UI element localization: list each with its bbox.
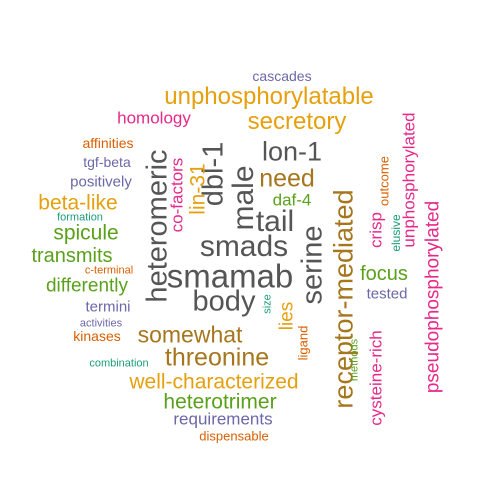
word-male: male — [227, 165, 260, 231]
word-heterotrimer: heterotrimer — [163, 390, 277, 414]
word-homology: homology — [117, 108, 191, 128]
word-transmits: transmits — [31, 245, 113, 267]
word-requirements: requirements — [173, 409, 273, 429]
word-co-factors: co-factors — [167, 157, 187, 233]
word-body: body — [192, 285, 256, 318]
word-kinases: kinases — [73, 328, 121, 344]
word-spicule: spicule — [53, 221, 119, 245]
word-lon-1: lon-1 — [261, 136, 323, 167]
word-secretory: secretory — [247, 108, 347, 135]
word-unphosphorylatable: unphosphorylatable — [164, 83, 374, 110]
word-c-terminal: c-terminal — [84, 264, 134, 277]
word-need: need — [259, 164, 315, 193]
word-formation: formation — [57, 211, 103, 224]
word-threonine: threonine — [164, 343, 270, 372]
word-smads: smads — [199, 230, 289, 263]
word-differently: differently — [45, 275, 129, 297]
word-well-characterized: well-characterized — [129, 370, 299, 394]
word-beta-like: beta-like — [38, 191, 118, 215]
word-tail: tail — [255, 205, 295, 238]
word-serine: serine — [296, 225, 329, 305]
word-cysteine-rich: cysteine-rich — [366, 330, 386, 426]
word-lies: lies — [276, 301, 298, 331]
word-affinities: affinities — [82, 135, 134, 151]
word-unphosphorylated: unphosphorylated — [399, 112, 419, 248]
word-outcome: outcome — [376, 156, 392, 206]
word-focus: focus — [360, 263, 408, 285]
word-positively: positively — [70, 173, 132, 191]
word-daf-4: daf-4 — [272, 190, 312, 210]
word-ligand: ligand — [295, 325, 311, 361]
word-methods: methods — [348, 338, 361, 382]
word-crisp: crisp — [366, 212, 386, 248]
word-smamab: smamab — [166, 257, 294, 295]
word-dispensable: dispensable — [199, 428, 269, 444]
word-elusive: elusive — [389, 214, 403, 252]
word-size: size — [261, 294, 274, 314]
word-tgf-beta: tgf-beta — [83, 154, 131, 170]
word-lin-31: lin-31 — [186, 163, 210, 215]
word-somewhat: somewhat — [137, 321, 243, 348]
word-cascades: cascades — [252, 68, 312, 84]
word-activities: activities — [79, 317, 123, 330]
word-termini: termini — [85, 298, 131, 316]
word-pseudophosphorylated: pseudophosphorylated — [422, 200, 444, 394]
word-tested: tested — [366, 285, 408, 303]
word-combination: combination — [89, 357, 149, 370]
